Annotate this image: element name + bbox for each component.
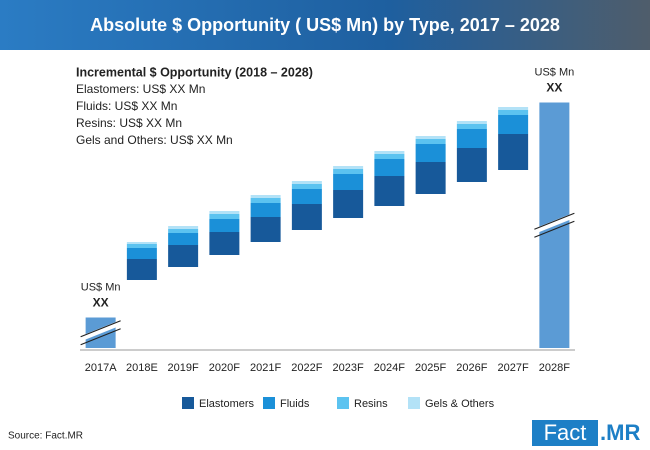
bar-segment [415,139,446,144]
bar-segment [498,107,529,110]
break-mark [79,320,122,342]
bar-segment [168,245,199,267]
bar-segment [209,211,240,214]
annotation-line: Resins: US$ XX Mn [76,116,182,130]
bar-segment [291,181,322,184]
total-unit: US$ Mn [81,281,121,293]
legend-swatch [408,397,420,409]
break-mark [534,212,575,230]
bar-segment [456,129,487,148]
bar-segment [250,195,281,198]
break-mark [533,212,576,234]
break-mark [80,328,121,346]
annotation-line: Gels and Others: US$ XX Mn [76,133,233,147]
bar-segment [333,174,364,190]
bar-segment [374,154,405,159]
bar-segment [415,136,446,139]
x-tick-label: 2028F [539,362,570,374]
bar-segment [126,259,157,280]
legend-swatch [182,397,194,409]
x-tick-label: 2023F [333,362,364,374]
legend-swatch [337,397,349,409]
bar-segment [291,204,322,230]
x-tick-label: 2027F [498,362,529,374]
x-tick-label: 2026F [456,362,487,374]
x-tick-label: 2021F [250,362,281,374]
source: Source: Fact.MR [8,431,83,442]
bar-segment [333,169,364,174]
bar-segment [415,162,446,194]
bar-segment [498,110,529,115]
bar-segment [456,148,487,182]
bar-segment [374,151,405,154]
base [457,182,487,350]
base [374,206,404,350]
bar-segment [209,232,240,255]
bar-segment [209,219,240,232]
base [333,218,363,350]
base [498,170,528,350]
header [0,0,650,50]
bar-segment [168,233,199,245]
bar-segment [168,229,199,233]
chart-title: Absolute $ Opportunity ( US$ Mn) by Type… [90,15,560,35]
legend-label: Resins [354,398,388,410]
base [168,267,198,350]
logo-box [532,420,598,446]
x-tick-label: 2025F [415,362,446,374]
bar-segment [126,242,157,244]
bar-segment [168,226,199,229]
base [416,194,446,350]
logo-suffix: .MR [600,420,640,445]
bar-segment [250,217,281,242]
legend: Elastomers Fluids Resins Gels & Others [182,397,495,410]
bar-segment [333,190,364,218]
base [127,280,157,350]
total-unit: US$ Mn [535,66,575,78]
annotation: Elastomers: US$ XX Mn Fluids: US$ XX Mn Re… [76,82,233,147]
base [209,255,239,350]
bar-segment [498,115,529,134]
x-tick-label: 2017A [85,362,117,374]
x-tick-label: 2018E [126,362,158,374]
legend-label: Fluids [280,398,310,410]
legend-label: Gels & Others [425,398,495,410]
bar-segment [209,214,240,219]
annotation-line: Fluids: US$ XX Mn [76,99,177,113]
base [292,230,322,350]
bar-segment [456,124,487,129]
break-mark [534,220,575,238]
bar-segment [456,121,487,124]
x-tick-label: 2020F [209,362,240,374]
break-mark [80,320,121,338]
x-tick-label: 2024F [374,362,405,374]
plot: 2017A US$ Mn XX 2018E 2019F 2020F 2021F 2022F 20… [79,66,576,374]
bar-segment [126,244,157,248]
bar-segment [498,134,529,170]
x-tick-label: 2022F [291,362,322,374]
bar-segment [126,248,157,259]
bar-segment [333,166,364,169]
bar-segment [291,184,322,189]
bar-segment [374,176,405,206]
bar-segment [415,144,446,162]
bar-segment [291,189,322,204]
total-label: XX [546,81,562,95]
legend-label: Elastomers [199,398,255,410]
x-tick-label: 2019F [168,362,199,374]
annotation-line: Elastomers: US$ XX Mn [76,82,205,96]
logo-text: Fact [544,420,587,445]
bar-segment [250,198,281,203]
total-label: XX [93,296,109,310]
bar-segment [250,203,281,217]
base [251,242,281,350]
legend-swatch [263,397,275,409]
bar-segment [374,159,405,176]
annotation-title: Incremental $ Opportunity (2018 – 2028) [76,65,313,79]
